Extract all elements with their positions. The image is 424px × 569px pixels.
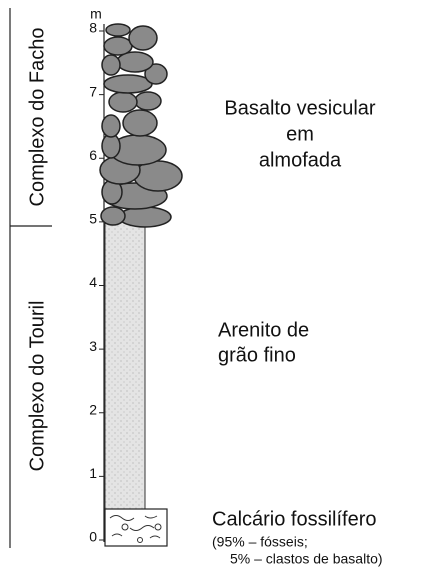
layer-label: em (286, 123, 314, 145)
tick-label: 2 (89, 401, 97, 417)
tick-label: 3 (89, 338, 97, 354)
layer-label: almofada (259, 149, 342, 171)
pillow (102, 115, 120, 137)
sandstone-layer (105, 222, 145, 509)
tick-label: 1 (89, 465, 97, 481)
pillow (123, 110, 157, 136)
pillow (101, 207, 125, 225)
pillow (135, 92, 161, 110)
tick-label: 7 (89, 83, 97, 99)
tick-label: 4 (89, 274, 97, 290)
basalt-layer (100, 24, 182, 227)
pillow (129, 26, 157, 50)
pillow (106, 24, 130, 36)
pillow (102, 55, 120, 75)
layer-note: (95% – fósseis; (212, 534, 308, 550)
unit-label: Complexo do Facho (26, 28, 48, 207)
unit-label: Complexo do Touril (26, 301, 48, 472)
pillow (119, 207, 171, 227)
tick-label: 6 (89, 147, 97, 163)
layer-note: 5% – clastos de basalto) (230, 551, 383, 567)
pillow (104, 37, 132, 55)
pillow (109, 92, 137, 112)
tick-label: 8 (89, 20, 97, 36)
tick-label: 5 (89, 211, 97, 227)
page: Complexo do Facho Complexo do Touril m 0… (0, 0, 424, 569)
layer-label: Basalto vesicular (224, 97, 376, 119)
tick-label: 0 (89, 529, 97, 545)
layer-label: Arenito de (218, 319, 309, 341)
pillow (104, 75, 152, 93)
layer-label: grão fino (218, 344, 296, 366)
stratigraphic-column: Complexo do Facho Complexo do Touril m 0… (0, 0, 424, 569)
layer-label: Calcário fossilífero (212, 508, 377, 530)
limestone-layer (105, 509, 167, 546)
